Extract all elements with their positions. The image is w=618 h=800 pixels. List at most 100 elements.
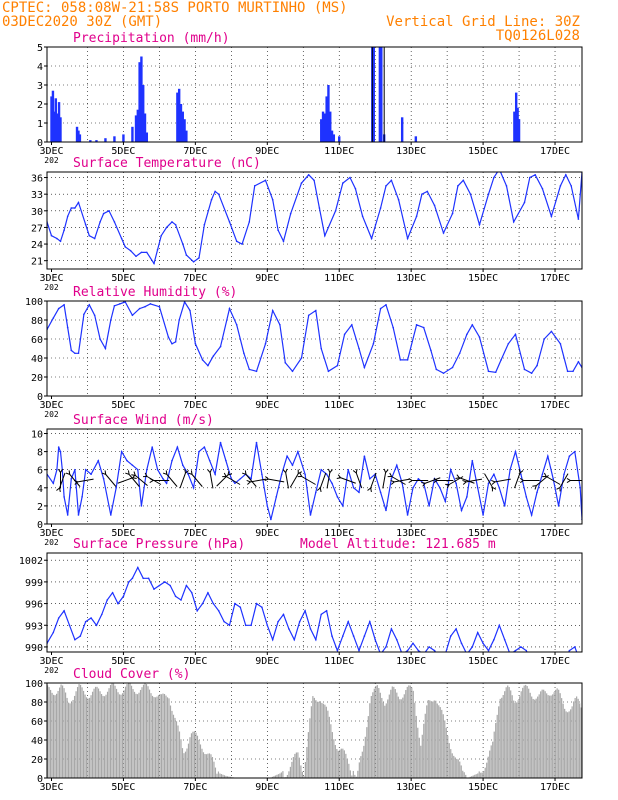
- header-date: 03DEC2020 30Z (GMT): [2, 14, 162, 30]
- cloud-bar: [48, 687, 50, 778]
- data-point-rh: [57, 307, 60, 310]
- data-point-rh: [351, 323, 353, 326]
- data-point-rh: [93, 314, 96, 317]
- y-tick-label: 1: [37, 119, 43, 130]
- cloud-bar: [181, 748, 184, 778]
- cloud-bar: [426, 705, 428, 778]
- data-point-press: [180, 599, 182, 601]
- cloud-bar: [72, 699, 74, 778]
- cloud-bar: [415, 715, 417, 778]
- wind-arrow: [73, 478, 94, 485]
- cloud-bar: [94, 686, 97, 778]
- cloud-bar: [102, 695, 104, 778]
- cloud-bar: [163, 693, 166, 778]
- wind-arrow-head: [73, 479, 78, 483]
- data-point-temp: [442, 232, 445, 234]
- cloud-bar: [103, 696, 106, 778]
- cloud-bar: [472, 775, 474, 778]
- cloud-bar: [207, 753, 209, 778]
- y-tick-label: 4: [37, 62, 43, 73]
- wind-arrow: [282, 468, 289, 489]
- precip-bar: [321, 111, 325, 142]
- cloud-bar: [81, 687, 83, 778]
- cloud-bar: [574, 698, 576, 778]
- data-point-temp: [462, 179, 465, 182]
- x-year-label: 202: [44, 666, 59, 675]
- cloud-bar: [357, 770, 359, 778]
- wind-arrow-shaft: [355, 472, 363, 489]
- data-point-temp: [421, 193, 423, 195]
- data-point-temp: [129, 249, 132, 252]
- wind-arrow: [131, 471, 148, 487]
- panel-frame: [46, 171, 583, 270]
- data-point-press: [358, 649, 360, 652]
- wind-arrow-head: [491, 481, 496, 485]
- precip-bar: [140, 56, 143, 142]
- cloud-bar: [190, 733, 193, 778]
- cloud-bar: [334, 745, 336, 778]
- data-point-temp: [570, 185, 573, 187]
- wind-arrow-shaft: [289, 473, 299, 488]
- data-point-rh: [543, 338, 546, 340]
- wind-arrow-head: [162, 472, 168, 475]
- cloud-bar: [88, 697, 91, 778]
- x-tick-label: 17DEC: [540, 273, 570, 284]
- wind-arrow-head: [60, 468, 63, 473]
- data-point-press: [568, 649, 571, 652]
- cloud-bar: [438, 705, 440, 778]
- precip-bar: [57, 102, 61, 142]
- header-model-id: TQ0126L028: [496, 28, 580, 44]
- cloud-bar: [454, 757, 456, 778]
- precip-bar: [50, 96, 53, 142]
- data-point-rh: [550, 330, 553, 333]
- cloud-bar: [387, 699, 389, 778]
- data-point-rh: [385, 304, 387, 306]
- data-point-temp: [217, 193, 220, 195]
- data-point-rh: [138, 307, 141, 310]
- wind-arrow: [297, 472, 316, 485]
- data-point-temp: [433, 204, 436, 207]
- cloud-bar: [130, 685, 133, 778]
- precip-bar: [327, 85, 330, 142]
- data-point-wind: [320, 468, 323, 471]
- data-point-rh: [458, 352, 461, 355]
- wind-arrow: [316, 472, 327, 493]
- x-tick-label: 3DEC: [39, 528, 63, 539]
- wind-arrow-shaft: [326, 472, 331, 489]
- cloud-bar: [423, 723, 425, 778]
- data-point-wind: [156, 468, 159, 471]
- data-point-wind: [110, 514, 112, 516]
- data-point-press: [288, 628, 290, 630]
- plot-area-precip: [50, 47, 521, 142]
- data-point-press: [503, 638, 506, 641]
- cloud-bar: [105, 694, 107, 778]
- y-tick-label: 100: [25, 297, 43, 308]
- data-point-wind: [536, 491, 538, 494]
- x-tick-label: 15DEC: [468, 528, 498, 539]
- x-tick-label: 13DEC: [396, 400, 426, 411]
- wind-arrow-head: [566, 480, 571, 483]
- cloud-bar: [127, 683, 130, 778]
- cloud-bar: [54, 695, 56, 778]
- wind-arrow: [387, 472, 406, 485]
- panel-title: Cloud Cover (%): [73, 667, 190, 682]
- data-point-rh: [291, 370, 294, 373]
- cloud-bar: [282, 771, 284, 778]
- series-line-rh: [47, 301, 582, 374]
- data-point-wind: [315, 491, 317, 494]
- cloud-bar: [475, 774, 477, 778]
- cloud-bar: [174, 717, 176, 778]
- cloud-bar: [309, 718, 311, 778]
- data-point-wind: [291, 464, 294, 466]
- cloud-bar: [63, 688, 65, 778]
- cloud-bar: [139, 689, 142, 778]
- cloud-bar: [526, 686, 528, 778]
- data-point-press: [196, 610, 198, 612]
- cloud-bar: [90, 695, 92, 778]
- data-point-wind: [255, 441, 258, 444]
- cloud-bar: [67, 702, 70, 778]
- wind-arrow-shaft: [340, 477, 356, 484]
- data-point-press: [147, 577, 150, 580]
- cloud-bar: [136, 694, 139, 778]
- cloud-bar: [96, 686, 98, 778]
